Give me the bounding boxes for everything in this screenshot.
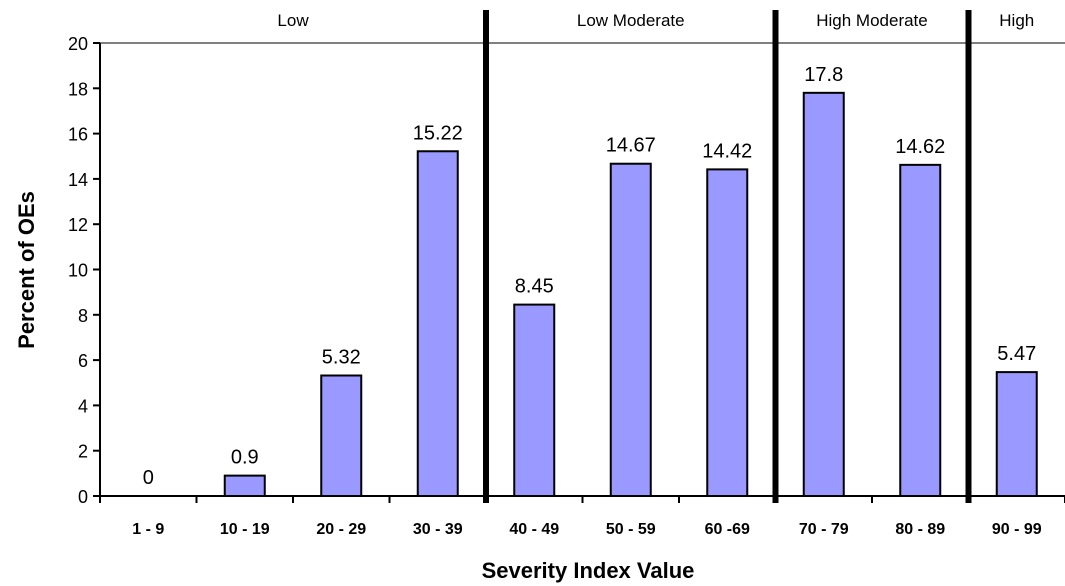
bar-90-99	[995, 371, 1038, 497]
bar-60-69	[706, 168, 749, 497]
bar-40-49	[513, 303, 556, 498]
x-tick-label: 1 - 9	[132, 521, 164, 538]
band-label: High	[999, 11, 1034, 30]
band-label: Low Moderate	[577, 11, 685, 30]
bar-20-29	[320, 374, 363, 498]
y-tick-label: 0	[78, 487, 88, 507]
y-axis-title: Percent of OEs	[14, 191, 39, 349]
x-axis-title: Severity Index Value	[482, 558, 695, 583]
data-label: 5.32	[322, 347, 361, 369]
data-label: 14.67	[606, 135, 656, 157]
x-tick-label: 10 - 19	[220, 521, 270, 538]
y-tick-label: 12	[68, 215, 88, 235]
bar-10-19	[223, 474, 266, 497]
y-tick-label: 10	[68, 261, 88, 281]
bar-50-59	[609, 162, 652, 498]
y-tick-label: 4	[78, 396, 88, 416]
data-label: 8.45	[515, 276, 554, 298]
data-label: 0.9	[231, 447, 259, 469]
band-label: High Moderate	[816, 11, 928, 30]
x-tick-label: 60 -69	[705, 521, 750, 538]
y-tick-label: 16	[68, 125, 88, 145]
x-tick-label: 80 - 89	[895, 521, 945, 538]
y-tick-label: 8	[78, 306, 88, 326]
bar-30-39	[416, 150, 459, 497]
x-tick-label: 70 - 79	[799, 521, 849, 538]
x-tick-label: 90 - 99	[992, 521, 1042, 538]
data-label: 17.8	[804, 64, 843, 86]
x-tick-label: 20 - 29	[316, 521, 366, 538]
y-tick-label: 18	[68, 79, 88, 99]
data-label: 14.42	[702, 140, 752, 162]
data-label: 5.47	[997, 343, 1036, 365]
bar-70-79	[802, 91, 845, 498]
x-tick-label: 30 - 39	[413, 521, 463, 538]
y-tick-label: 6	[78, 351, 88, 371]
band-label: Low	[277, 11, 309, 30]
bar-80-89	[899, 163, 942, 497]
data-label: 0	[143, 467, 154, 489]
data-label: 14.62	[895, 136, 945, 158]
y-tick-label: 20	[68, 34, 88, 54]
y-tick-label: 14	[68, 170, 88, 190]
y-tick-label: 2	[78, 442, 88, 462]
data-label: 15.22	[413, 122, 463, 144]
x-tick-label: 40 - 49	[509, 521, 559, 538]
x-tick-label: 50 - 59	[606, 521, 656, 538]
